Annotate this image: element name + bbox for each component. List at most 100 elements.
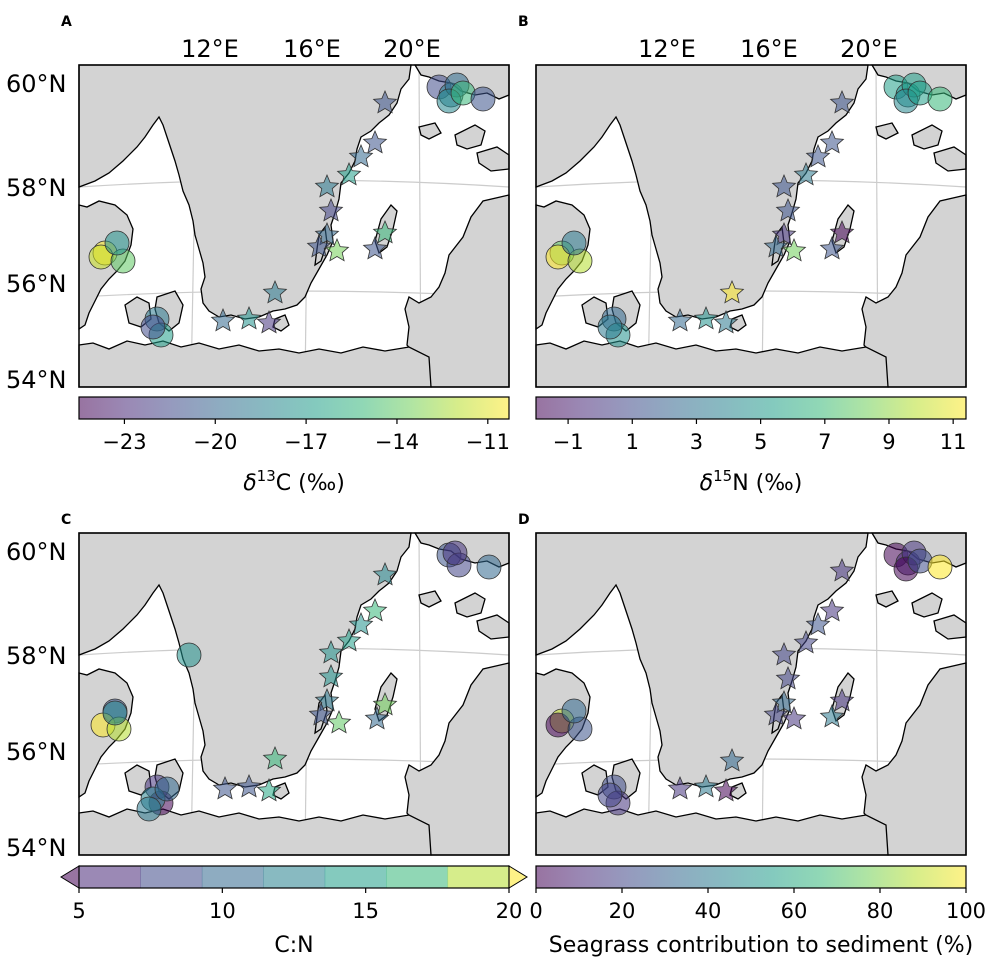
panel-letter: D xyxy=(518,512,530,528)
seagrass-site-star xyxy=(819,597,845,622)
sediment-site-circle xyxy=(102,700,128,726)
colorbar-extend-min xyxy=(60,865,80,889)
map-frame xyxy=(78,64,510,388)
sediment-site-circle xyxy=(597,782,623,808)
sediment-site-circle xyxy=(476,554,502,580)
colorbar-gradient xyxy=(536,397,966,419)
seagrass-site-star xyxy=(771,173,797,198)
seagrass-site-star xyxy=(362,129,388,154)
sediment-site-circle xyxy=(597,314,623,340)
colorbar: −1 1 3 5 7 9 11 xyxy=(535,396,967,454)
seagrass-site-star xyxy=(793,161,819,186)
sediment-site-circle xyxy=(104,230,130,256)
seagrass-site-star xyxy=(314,221,340,246)
colorbar-bin xyxy=(201,866,264,888)
colorbar-bin xyxy=(140,866,203,888)
colorbar-tick-label: 1 xyxy=(626,430,639,454)
map-frame xyxy=(78,532,510,856)
longitude-label: 16°E xyxy=(283,35,341,63)
colorbar-title: δ15N (‰) xyxy=(700,467,803,496)
colorbar-outline xyxy=(78,396,510,420)
colorbar: 5 10 15 20 xyxy=(60,865,528,923)
seagrass-site-star xyxy=(318,197,344,222)
seagrass-site-star xyxy=(362,597,388,622)
map-frame xyxy=(535,532,967,856)
seagrass-site-star xyxy=(326,709,352,734)
seagrass-site-star xyxy=(348,143,374,168)
sediment-site-circle xyxy=(154,776,180,802)
map-frame xyxy=(535,64,967,388)
sediment-site-circle xyxy=(927,554,953,580)
seagrass-site-star xyxy=(763,233,789,258)
map xyxy=(535,532,967,856)
seagrass-site-star xyxy=(829,687,855,712)
colorbar-tick-label: 11 xyxy=(940,430,967,454)
seagrass-site-star xyxy=(372,219,398,244)
latitude-label: 60°N xyxy=(6,538,67,566)
seagrass-site-star xyxy=(348,611,374,636)
seagrass-site-star xyxy=(805,611,831,636)
colorbar: −23 −20 −17 −14 −11 xyxy=(78,396,510,454)
map xyxy=(78,64,510,388)
seagrass-site-star xyxy=(306,233,332,258)
seagrass-site-star xyxy=(318,663,344,688)
sediment-site-circle xyxy=(561,230,587,256)
seagrass-site-star xyxy=(713,309,739,334)
colorbar-tick-label: 80 xyxy=(867,899,894,923)
seagrass-site-star xyxy=(210,307,236,332)
colorbar-tick-label: 40 xyxy=(695,899,722,923)
sediment-site-circle xyxy=(136,796,162,822)
colorbar-tick-label: 20 xyxy=(496,899,523,923)
seagrass-site-star xyxy=(771,689,797,714)
colorbar-outline xyxy=(78,865,510,889)
colorbar-outline xyxy=(535,865,967,889)
panel-c: C 60°N 58°N 56°N 54°N 5 10 15 20 C:N xyxy=(6,512,528,957)
longitude-label: 20°E xyxy=(383,35,441,63)
seagrass-site-star xyxy=(693,773,719,798)
latitude-label: 58°N xyxy=(6,174,67,202)
longitude-label: 16°E xyxy=(740,35,798,63)
colorbar-title: Seagrass contribution to sediment (%) xyxy=(549,933,973,957)
sediment-site-circle xyxy=(561,698,587,724)
latitude-label: 58°N xyxy=(6,642,67,670)
colorbar-gradient xyxy=(79,397,509,419)
seagrass-site-star xyxy=(336,627,362,652)
seagrass-site-star xyxy=(805,143,831,168)
seagrass-site-star xyxy=(771,221,797,246)
seagrass-site-star xyxy=(256,777,282,802)
colorbar-title: C:N xyxy=(274,933,313,957)
latitude-label: 54°N xyxy=(6,834,67,862)
panel-letter: B xyxy=(518,14,529,30)
sediment-site-circle xyxy=(470,86,496,112)
panel-a: A 12°E 16°E 20°E 60°N 58°N 56°N 54°N −23 −20 −17 −1… xyxy=(6,14,510,496)
seagrass-site-star xyxy=(713,777,739,802)
seagrass-site-star xyxy=(819,235,845,260)
seagrass-site-star xyxy=(667,775,693,800)
seagrass-site-star xyxy=(336,161,362,186)
seagrass-site-star xyxy=(262,745,288,770)
seagrass-site-star xyxy=(236,305,262,330)
latitude-label: 60°N xyxy=(6,70,67,98)
seagrass-site-star xyxy=(318,639,344,664)
seagrass-site-star xyxy=(314,173,340,198)
seagrass-site-star xyxy=(364,705,390,730)
longitude-label: 20°E xyxy=(840,35,898,63)
colorbar-bin xyxy=(263,866,326,888)
colorbar-tick-label: −20 xyxy=(193,430,237,454)
seagrass-site-star xyxy=(693,305,719,330)
seagrass-site-star xyxy=(829,219,855,244)
seagrass-site-star xyxy=(771,641,797,666)
panel-d: D 0 20 40 60 80 100 Seagrass contribution to se… xyxy=(518,512,986,957)
seagrass-site-star xyxy=(372,691,398,716)
seagrass-site-star xyxy=(719,279,745,304)
seagrass-site-star xyxy=(308,701,334,726)
panel-letter: A xyxy=(61,14,72,30)
seagrass-site-star xyxy=(212,775,238,800)
colorbar-tick-label: 0 xyxy=(529,899,542,923)
colorbar-tick-label: 5 xyxy=(72,899,85,923)
colorbar-tick-label: 15 xyxy=(352,899,379,923)
seagrass-site-star xyxy=(781,237,807,262)
sediment-site-circle xyxy=(442,540,468,566)
latitude-label: 56°N xyxy=(6,738,67,766)
